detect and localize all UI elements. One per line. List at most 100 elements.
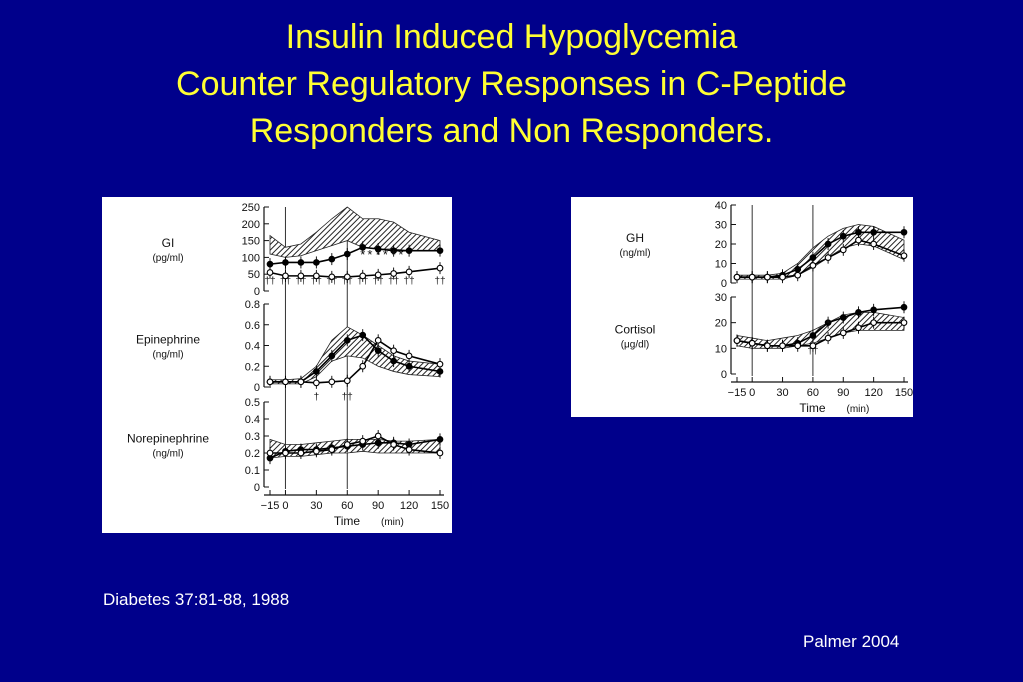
dagger-mark: ††: [342, 276, 353, 287]
y-tick-label: 0.2: [245, 361, 260, 373]
dagger-mark: ††: [326, 276, 337, 287]
subplot-label: GH: [626, 231, 644, 245]
title-line-1: Insulin Induced Hypoglycemia: [285, 18, 738, 56]
data-point-filled: [900, 303, 908, 311]
data-point-open: [282, 272, 289, 280]
data-point-open: [809, 262, 817, 269]
data-point-filled: [405, 362, 413, 370]
significance-mark: *: [391, 247, 396, 262]
subplot-unit: (ng/ml): [619, 248, 650, 259]
chart-b-svg: 0 10 20 30 40 GH (ng/ml) 0 10 20 30 Cortisol (μg/dl)…: [615, 200, 913, 415]
data-point-open: [436, 360, 444, 368]
data-point-open: [839, 329, 847, 337]
x-tick-label: 0: [282, 500, 288, 512]
y-tick-label: 20: [715, 239, 727, 251]
data-point-filled: [405, 247, 413, 255]
data-point-open: [282, 378, 289, 386]
data-point-open: [266, 449, 274, 457]
data-point-open: [779, 342, 786, 350]
data-point-filled: [390, 247, 397, 255]
dagger-mark: †: [314, 392, 320, 403]
y-tick-label: 10: [715, 343, 727, 355]
data-point-open: [764, 342, 771, 350]
data-point-filled: [359, 331, 367, 339]
data-point-filled: [390, 357, 397, 365]
data-point-filled: [809, 332, 817, 339]
x-tick-label: 120: [864, 387, 882, 399]
y-tick-label: 200: [242, 219, 260, 231]
x-axis-label: Time: [799, 401, 826, 415]
data-point-filled: [839, 232, 847, 240]
y-tick-label: 0.3: [245, 431, 260, 443]
dagger-mark: ††: [434, 276, 445, 287]
data-point-open: [436, 449, 444, 457]
dagger-mark: ††: [295, 276, 306, 287]
subplot-label: Cortisol: [615, 323, 656, 337]
dagger-mark: ††: [388, 276, 399, 287]
data-point-open: [359, 272, 367, 280]
y-tick-label: 0.6: [245, 320, 260, 332]
credit-text: Palmer 2004: [803, 632, 900, 651]
data-point-open: [343, 273, 351, 281]
title-line-3: Responders and Non Responders.: [249, 112, 774, 150]
data-point-filled: [343, 336, 351, 344]
y-tick-label: 0.4: [245, 414, 260, 426]
data-point-open: [374, 432, 382, 440]
y-tick-label: 0.2: [245, 448, 260, 460]
data-point-filled: [266, 260, 274, 268]
slide-title: Insulin Induced Hypoglycemia Counter Reg…: [0, 14, 1023, 155]
y-tick-label: 0.4: [245, 341, 260, 353]
dagger-mark: ††: [404, 276, 415, 287]
data-point-open: [313, 447, 320, 455]
data-point-open: [297, 378, 305, 386]
data-point-filled: [436, 436, 444, 443]
chart-panel-a: 0 50 100 150 200 250 GI (pg/ml) * * * * * * †† †† †† †† ††…: [102, 197, 452, 533]
dagger-mark: ††: [342, 392, 353, 403]
data-point-open: [900, 252, 908, 260]
y-tick-label: 0.5: [245, 397, 260, 409]
data-point-filled: [839, 314, 847, 321]
y-tick-label: 20: [715, 318, 727, 330]
data-point-open: [855, 324, 862, 332]
data-point-open: [282, 449, 289, 457]
x-tick-label: 150: [431, 500, 449, 512]
data-point-open: [297, 272, 305, 280]
y-tick-label: 40: [715, 200, 727, 212]
data-point-open: [328, 446, 336, 453]
x-tick-label: 30: [310, 500, 322, 512]
data-point-filled: [870, 306, 877, 314]
y-tick-label: 0: [254, 482, 260, 494]
data-point-open: [794, 271, 802, 279]
data-point-open: [359, 437, 367, 445]
data-point-open: [313, 272, 320, 280]
y-tick-label: 50: [248, 269, 260, 281]
data-point-open: [328, 273, 336, 281]
subplot-label: GI: [162, 236, 175, 250]
data-point-filled: [436, 247, 444, 255]
data-point-open: [824, 254, 832, 262]
data-point-open: [405, 352, 413, 360]
data-point-open: [436, 264, 444, 272]
x-tick-label: 120: [400, 500, 418, 512]
data-point-open: [374, 336, 382, 344]
x-tick-label: 60: [807, 387, 819, 399]
sd-band: [736, 312, 905, 349]
chart-panel-b: 0 10 20 30 40 GH (ng/ml) 0 10 20 30 Cortisol (μg/dl)…: [571, 197, 913, 417]
subplot-label: Norepinephrine: [127, 432, 209, 446]
y-tick-label: 250: [242, 202, 260, 214]
data-point-open: [343, 441, 351, 448]
x-axis-unit: (min): [381, 517, 404, 528]
x-tick-label: −15: [728, 387, 747, 399]
x-tick-label: 60: [341, 500, 353, 512]
dagger-mark: ††: [264, 276, 275, 287]
citation-text: Diabetes 37:81-88, 1988: [103, 590, 290, 609]
data-point-open: [374, 271, 382, 279]
significance-mark: *: [376, 247, 381, 262]
dagger-mark: ††: [807, 346, 818, 357]
data-point-filled: [900, 228, 908, 236]
title-line-2: Counter Regulatory Responses in C-Peptid…: [176, 65, 847, 103]
data-point-open: [313, 379, 320, 387]
data-point-filled: [374, 347, 382, 355]
data-point-open: [405, 268, 413, 276]
dagger-mark: ††: [311, 276, 322, 287]
